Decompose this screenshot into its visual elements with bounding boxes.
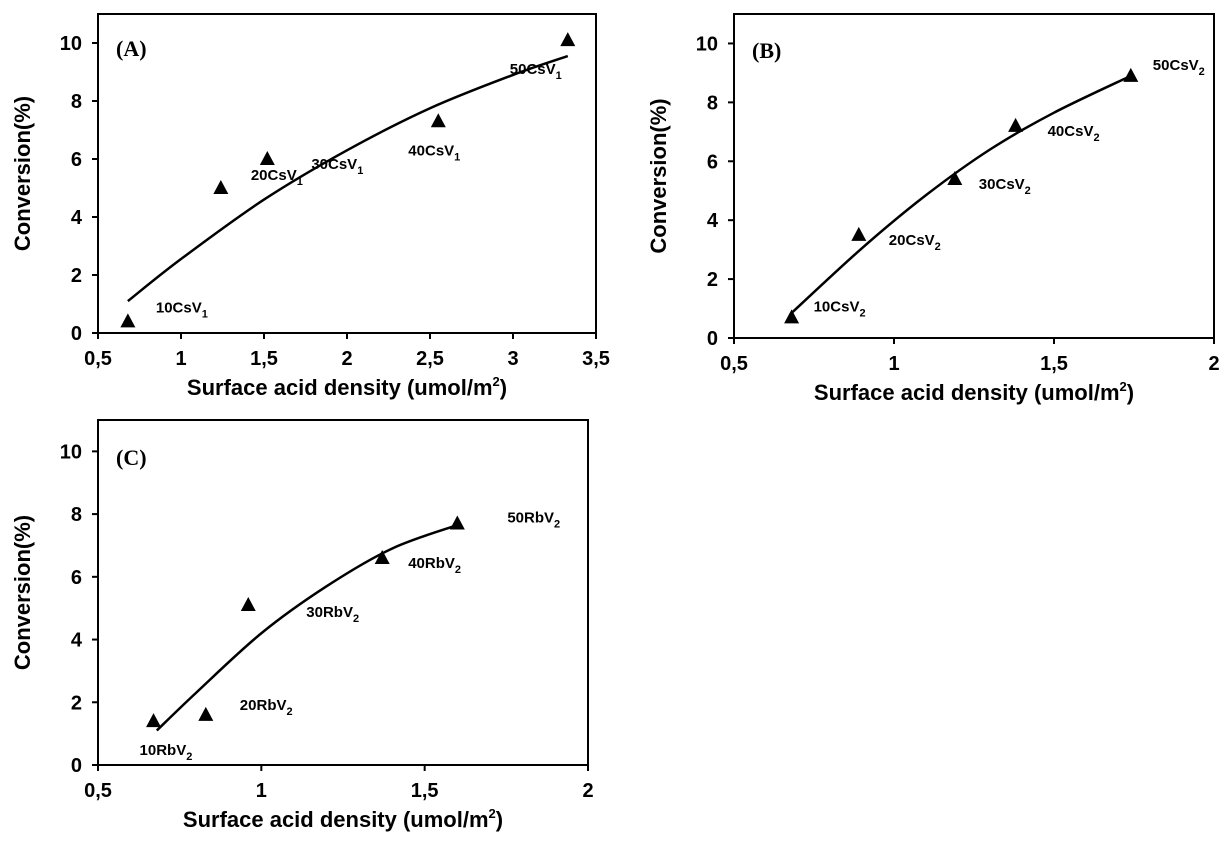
data-point	[430, 113, 446, 128]
chart-panel-a: (A) 0 2 4 6 8 10 0,5 1 1,5 2 2,5 3 3,5 Surface acid de…	[10, 13, 610, 400]
x-tick-label: 0,5	[720, 353, 748, 375]
point-label: 30CsV1	[311, 156, 363, 177]
y-tick-label: 2	[707, 269, 718, 291]
point-label: 50RbV2	[507, 510, 560, 531]
trend-line	[155, 523, 458, 732]
x-tick-label: 1	[175, 348, 186, 370]
point-label: 10CsV1	[156, 299, 208, 320]
data-point	[198, 706, 214, 721]
x-axis-title: Surface acid density (umol/m2)	[187, 374, 507, 400]
data-point	[1008, 117, 1024, 132]
data-point	[560, 32, 576, 47]
x-tick-label: 2,5	[416, 348, 444, 370]
y-tick-label: 6	[707, 151, 718, 173]
y-tick-label: 10	[60, 33, 82, 55]
x-tick-label: 1,5	[411, 780, 439, 802]
x-tick-label: 3,5	[582, 348, 610, 370]
x-tick-label: 2	[341, 348, 352, 370]
x-tick-label: 0,5	[84, 780, 112, 802]
data-point	[449, 515, 465, 530]
trend-line	[790, 74, 1132, 314]
y-tick-label: 0	[707, 328, 718, 350]
data-point	[146, 713, 162, 728]
x-tick-label: 0,5	[84, 348, 112, 370]
point-label: 30RbV2	[306, 604, 359, 625]
data-point	[213, 180, 229, 194]
panel-label: (B)	[752, 38, 781, 63]
y-tick-label: 6	[71, 567, 82, 589]
point-label: 40CsV2	[1048, 123, 1100, 144]
y-tick-label: 4	[71, 207, 83, 229]
chart-panel-b: (B) 0 2 4 6 8 10 0,5 1 1,5 2 Surface acid density (…	[646, 13, 1220, 405]
y-axis-title: Conversion(%)	[10, 96, 35, 251]
point-label: 30CsV2	[979, 176, 1031, 197]
data-point	[1123, 67, 1139, 82]
panel-label: (C)	[116, 445, 147, 470]
data-point	[259, 151, 275, 165]
x-tick-label: 2	[1208, 353, 1219, 375]
x-tick-label: 2	[582, 780, 593, 802]
x-tick-label: 1,5	[250, 348, 278, 370]
point-label: 20CsV1	[251, 167, 303, 188]
x-tick-label: 1	[256, 780, 267, 802]
point-label: 40RbV2	[408, 555, 461, 576]
point-label: 20RbV2	[240, 697, 293, 718]
point-label: 50CsV1	[510, 61, 562, 82]
plot-frame	[97, 419, 589, 766]
x-axis-title: Surface acid density (umol/m2)	[183, 806, 503, 832]
panel-label: (A)	[116, 36, 147, 61]
y-tick-label: 10	[696, 33, 718, 55]
trend-line	[127, 54, 569, 303]
y-tick-label: 8	[707, 92, 718, 114]
y-tick-label: 2	[71, 692, 82, 714]
y-tick-label: 2	[71, 265, 82, 287]
plot-frame	[733, 13, 1215, 339]
point-label: 20CsV2	[889, 232, 941, 253]
y-tick-label: 6	[71, 149, 82, 171]
point-label: 50CsV2	[1153, 57, 1205, 78]
y-tick-label: 0	[71, 755, 82, 777]
data-point	[947, 170, 963, 185]
data-point	[784, 309, 800, 324]
point-label: 10CsV2	[814, 298, 866, 319]
y-axis-title: Conversion(%)	[646, 98, 671, 253]
y-tick-label: 8	[71, 504, 82, 526]
data-point	[240, 597, 256, 612]
x-tick-label: 3	[507, 348, 518, 370]
y-tick-label: 4	[707, 210, 719, 232]
y-tick-label: 4	[71, 630, 83, 652]
x-tick-label: 1	[888, 353, 899, 375]
y-tick-label: 8	[71, 91, 82, 113]
x-axis-title: Surface acid density (umol/m2)	[814, 379, 1134, 405]
y-axis-title: Conversion(%)	[10, 515, 35, 670]
x-tick-label: 1,5	[1040, 353, 1068, 375]
point-label: 10RbV2	[140, 742, 193, 763]
chart-panel-c: (C) 0 2 4 6 8 10 0,5 1 1,5 2 Surface acid density (…	[10, 419, 594, 832]
y-tick-label: 10	[60, 441, 82, 463]
data-point	[374, 550, 390, 564]
point-label: 40CsV1	[408, 142, 460, 163]
data-point	[120, 313, 136, 328]
data-point	[851, 226, 867, 241]
y-tick-label: 0	[71, 323, 82, 345]
